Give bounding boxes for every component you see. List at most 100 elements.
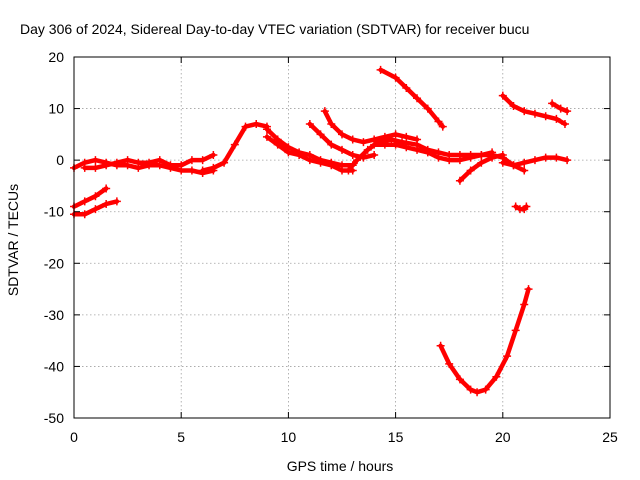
series-arc-descend (376, 65, 447, 131)
series-arc-right-top (498, 91, 569, 129)
data-point (445, 359, 454, 368)
series-arc-mid-4 (320, 107, 422, 147)
data-point (338, 130, 346, 139)
y-tick-label: -10 (44, 204, 64, 220)
data-point (230, 140, 239, 149)
y-tick-label: -50 (44, 410, 64, 426)
tick-labels: 0 5 10 15 20 25 -50 -40 -30 -20 -10 0 10 20 (44, 49, 618, 445)
data-point (552, 153, 561, 162)
data-point (327, 140, 336, 149)
data-point (498, 158, 507, 167)
y-axis-label: SDTVAR / TECUs (5, 184, 21, 296)
data-point (145, 158, 154, 167)
data-point (155, 156, 164, 165)
series-line (322, 108, 420, 145)
y-tick-label: -40 (44, 358, 64, 374)
data-point (520, 107, 529, 116)
series-arc-mid-3 (305, 120, 379, 162)
data-point (198, 156, 207, 165)
data-point (391, 130, 400, 139)
data-point (198, 166, 207, 175)
data-point (91, 205, 100, 214)
data-point (498, 91, 507, 100)
data-point (520, 158, 529, 167)
data-point (91, 156, 100, 165)
data-point (560, 120, 569, 129)
data-point (273, 140, 282, 149)
data-point (530, 156, 539, 165)
data-point (220, 158, 229, 167)
series-arc-small (511, 202, 531, 214)
data-point (327, 120, 336, 129)
plot-border (73, 56, 611, 419)
data-point (541, 112, 550, 121)
series-arc-hump (198, 120, 271, 175)
data-point (320, 107, 329, 116)
data-point (455, 375, 464, 384)
data-point (80, 163, 89, 172)
data-point (563, 107, 572, 116)
data-point (524, 285, 533, 294)
data-point (344, 166, 353, 175)
x-tick-label: 0 (70, 429, 78, 445)
data-point (488, 153, 497, 162)
data-point (434, 153, 443, 162)
series-arc-mid-2 (262, 132, 357, 175)
x-tick-label: 20 (495, 429, 511, 445)
data-point (166, 161, 175, 170)
data-point (387, 135, 396, 144)
data-point (434, 117, 443, 126)
y-tick-label: -20 (44, 255, 64, 271)
data-point (436, 341, 445, 350)
data-point (370, 140, 379, 149)
data-point (209, 150, 218, 159)
series-line (438, 286, 531, 395)
data-point (520, 166, 529, 175)
x-tick-label: 15 (388, 429, 404, 445)
data-point (391, 140, 400, 149)
data-point (262, 132, 271, 141)
data-point (241, 122, 250, 131)
series-line (549, 101, 570, 114)
data-point (91, 192, 100, 201)
series-arc-rise-2 (370, 140, 497, 165)
data-point (91, 163, 100, 172)
data-point (503, 352, 512, 361)
data-point (102, 184, 111, 193)
data-point (423, 104, 432, 113)
data-point (295, 150, 304, 159)
data-point (209, 163, 218, 172)
data-point (252, 120, 261, 129)
data-point (498, 150, 507, 159)
data-point (391, 73, 400, 82)
data-point (316, 158, 325, 167)
data-point (438, 122, 447, 131)
data-series (70, 65, 572, 397)
grid-lines (74, 57, 610, 418)
data-point (477, 158, 486, 167)
series-arc-low-2 (70, 197, 121, 219)
data-point (563, 156, 572, 165)
data-point (305, 156, 314, 165)
data-point (102, 199, 111, 208)
data-point (134, 158, 143, 167)
data-point (380, 140, 389, 149)
x-tick-label: 10 (281, 429, 297, 445)
data-point (423, 148, 432, 157)
y-tick-label: 0 (56, 152, 64, 168)
data-point (552, 114, 561, 123)
data-point (466, 166, 475, 175)
series-line (71, 186, 109, 209)
data-point (370, 150, 379, 159)
y-tick-label: 20 (48, 49, 64, 65)
data-point (541, 153, 550, 162)
data-point (511, 202, 520, 211)
data-point (509, 161, 518, 170)
data-point (455, 176, 464, 185)
series-arc-right-low (498, 153, 572, 170)
series-arc-right-top-2 (548, 99, 572, 116)
data-point (376, 65, 385, 74)
data-point (477, 150, 486, 159)
data-point (284, 148, 293, 157)
